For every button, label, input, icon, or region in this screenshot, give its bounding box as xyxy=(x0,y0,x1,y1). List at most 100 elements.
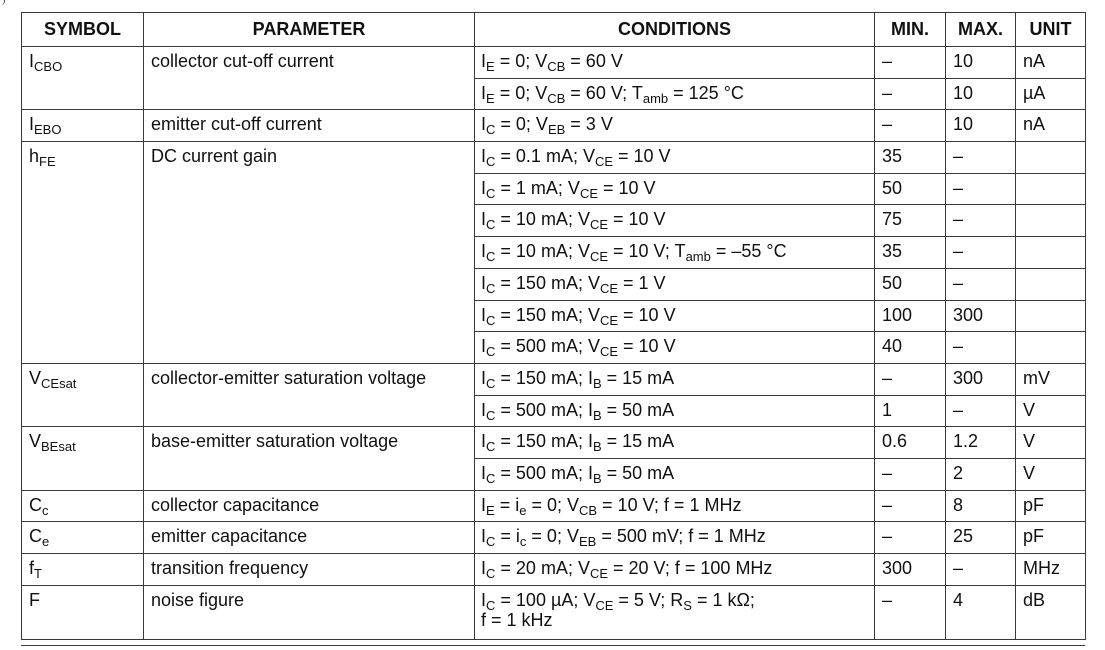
parameter-cell: noise figure xyxy=(143,584,475,640)
min-cell: 40 xyxy=(874,331,946,364)
conditions-cell: IC = 0.1 mA; VCE = 10 V xyxy=(474,141,875,174)
header-conditions: CONDITIONS xyxy=(474,12,875,47)
min-cell: – xyxy=(874,457,946,491)
max-cell: – xyxy=(945,172,1016,206)
table-row: IC = 150 mA; VCE = 10 V 100 300 xyxy=(22,299,1086,333)
max-cell: – xyxy=(945,394,1016,428)
conditions-cell: IC = ic = 0; VEB = 500 mV; f = 1 MHz xyxy=(474,521,875,554)
max-cell: 8 xyxy=(945,489,1016,523)
max-cell: – xyxy=(945,204,1016,238)
parameter-cell: transition frequency xyxy=(143,553,475,586)
conditions-cell: IE = ie = 0; VCB = 10 V; f = 1 MHz xyxy=(474,489,875,523)
header-symbol: SYMBOL xyxy=(21,12,144,47)
min-cell: 50 xyxy=(874,172,946,206)
table-row: IC = 500 mA; IB = 50 mA –2 V xyxy=(22,457,1086,491)
symbol-cell: Ce xyxy=(21,521,144,554)
max-cell: 10 xyxy=(945,109,1016,143)
unit-cell xyxy=(1015,236,1086,269)
table-row: Ce emitter capacitance IC = ic = 0; VEB = … xyxy=(21,521,1086,554)
max-cell: – xyxy=(945,331,1016,364)
table-row: IC = 10 mA; VCE = 10 V; Tamb = –55 °C 35– xyxy=(22,236,1086,269)
header-max: MAX. xyxy=(945,12,1016,47)
conditions-cell: IC = 10 mA; VCE = 10 V xyxy=(474,204,875,238)
header-row: SYMBOL PARAMETER CONDITIONS MIN. MAX. UN… xyxy=(21,12,1086,47)
symbol-cell: VCEsat xyxy=(21,362,144,428)
symbol-cell: ICBO xyxy=(21,45,144,111)
parameter-cell: collector cut-off current xyxy=(143,45,475,111)
unit-cell xyxy=(1015,172,1086,206)
min-cell: 50 xyxy=(874,267,946,301)
max-cell: 2 xyxy=(945,457,1016,491)
header-unit: UNIT xyxy=(1015,12,1086,47)
conditions-cell: IE = 0; VCB = 60 V; Tamb = 125 °C xyxy=(474,77,875,111)
unit-cell: MHz xyxy=(1015,553,1086,586)
page-corner-mark xyxy=(0,0,6,6)
min-cell: – xyxy=(874,489,946,523)
conditions-cell: IC = 0; VEB = 3 V xyxy=(474,109,875,143)
symbol-cell: Cc xyxy=(21,489,144,523)
table-row: IE = 0; VCB = 60 V; Tamb = 125 °C –10 µA xyxy=(22,77,1086,111)
conditions-cell: IC = 150 mA; IB = 15 mA xyxy=(474,362,875,396)
min-cell: 1 xyxy=(874,394,946,428)
unit-cell xyxy=(1015,204,1086,238)
parameter-cell: collector capacitance xyxy=(143,489,475,523)
unit-cell: µA xyxy=(1015,77,1086,111)
unit-cell: nA xyxy=(1015,46,1086,79)
parameter-cell: DC current gain xyxy=(143,141,475,364)
unit-cell: dB xyxy=(1015,584,1086,640)
max-cell: 4 xyxy=(945,584,1016,640)
unit-cell: V xyxy=(1015,426,1086,459)
min-cell: 100 xyxy=(874,299,946,333)
unit-cell xyxy=(1015,267,1086,301)
conditions-cell: IC = 1 mA; VCE = 10 V xyxy=(474,172,875,206)
parameter-cell: collector-emitter saturation voltage xyxy=(143,362,475,428)
min-cell: – xyxy=(874,521,946,554)
table-row: Cc collector capacitance IE = ie = 0; VCB … xyxy=(21,489,1086,523)
max-cell: 300 xyxy=(945,299,1016,333)
unit-cell: V xyxy=(1015,457,1086,491)
electrical-characteristics-table: SYMBOL PARAMETER CONDITIONS MIN. MAX. UN… xyxy=(21,12,1086,640)
min-cell: – xyxy=(874,109,946,143)
table-row: VBEsat base-emitter saturation voltage IC … xyxy=(21,426,1086,491)
conditions-cell: IC = 500 mA; IB = 50 mA xyxy=(474,394,875,428)
symbol-cell: F xyxy=(21,584,144,640)
conditions-cell: IC = 20 mA; VCE = 20 V; f = 100 MHz xyxy=(474,553,875,586)
conditions-cell: IC = 500 mA; IB = 50 mA xyxy=(474,457,875,491)
unit-cell: mV xyxy=(1015,362,1086,396)
table-bottom-border xyxy=(21,645,1085,646)
max-cell: – xyxy=(945,141,1016,174)
max-cell: 10 xyxy=(945,46,1016,79)
min-cell: – xyxy=(874,77,946,111)
conditions-cell: IC = 10 mA; VCE = 10 V; Tamb = –55 °C xyxy=(474,236,875,269)
conditions-cell: IE = 0; VCB = 60 V xyxy=(474,46,875,79)
unit-cell: pF xyxy=(1015,521,1086,554)
max-cell: – xyxy=(945,267,1016,301)
max-cell: 1.2 xyxy=(945,426,1016,459)
max-cell: 25 xyxy=(945,521,1016,554)
unit-cell xyxy=(1015,299,1086,333)
unit-cell: V xyxy=(1015,394,1086,428)
table-row: fT transition frequency IC = 20 mA; VCE = … xyxy=(21,553,1086,586)
min-cell: 0.6 xyxy=(874,426,946,459)
min-cell: – xyxy=(874,46,946,79)
symbol-cell: VBEsat xyxy=(21,426,144,491)
table-row: IEBO emitter cut-off current IC = 0; VEB =… xyxy=(21,109,1086,143)
symbol-cell: IEBO xyxy=(21,109,144,143)
min-cell: 300 xyxy=(874,553,946,586)
header-min: MIN. xyxy=(874,12,946,47)
table-row: IC = 500 mA; VCE = 10 V 40– xyxy=(22,331,1086,364)
symbol-cell: fT xyxy=(21,553,144,586)
parameter-cell: base-emitter saturation voltage xyxy=(143,426,475,491)
parameter-cell: emitter cut-off current xyxy=(143,109,475,143)
min-cell: 35 xyxy=(874,236,946,269)
table-row: hFE DC current gain IC = 0.1 mA; VCE = 10 … xyxy=(21,141,1086,364)
max-cell: – xyxy=(945,553,1016,586)
conditions-cell: IC = 150 mA; VCE = 1 V xyxy=(474,267,875,301)
min-cell: – xyxy=(874,362,946,396)
max-cell: 300 xyxy=(945,362,1016,396)
table-row: ICBO collector cut-off current IE = 0; VCB… xyxy=(21,45,1086,111)
unit-cell xyxy=(1015,331,1086,364)
max-cell: – xyxy=(945,236,1016,269)
max-cell: 10 xyxy=(945,77,1016,111)
